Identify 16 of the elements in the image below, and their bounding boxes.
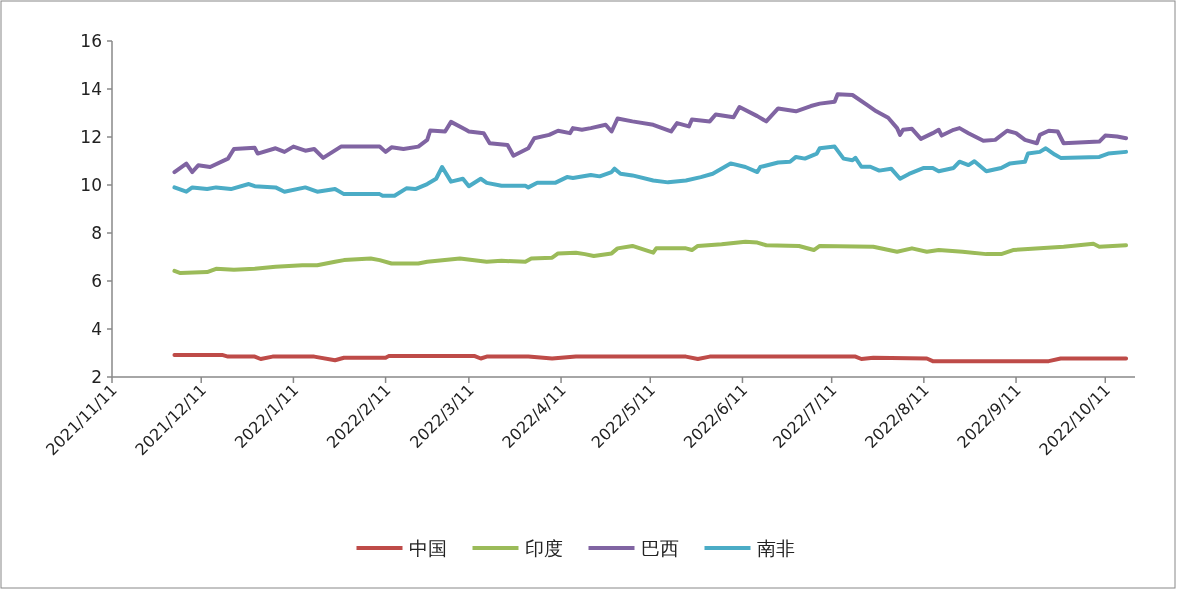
y-tick-label: 14 bbox=[80, 79, 102, 99]
y-tick-label: 6 bbox=[91, 271, 102, 291]
legend-label: 巴西 bbox=[640, 537, 679, 559]
legend-label: 中国 bbox=[408, 537, 447, 559]
line-series bbox=[172, 92, 1129, 175]
y-tick-label: 4 bbox=[91, 319, 102, 339]
line-series bbox=[172, 144, 1129, 198]
y-tick-label: 12 bbox=[80, 127, 102, 147]
line-series bbox=[172, 239, 1129, 276]
y-tick-label: 2 bbox=[91, 367, 102, 387]
y-tick-label: 8 bbox=[91, 223, 102, 243]
legend-label: 印度 bbox=[524, 537, 563, 559]
legend-label: 南非 bbox=[756, 537, 795, 559]
y-tick-label: 16 bbox=[80, 31, 102, 51]
y-tick-label: 10 bbox=[80, 175, 102, 195]
line-series bbox=[172, 352, 1129, 364]
